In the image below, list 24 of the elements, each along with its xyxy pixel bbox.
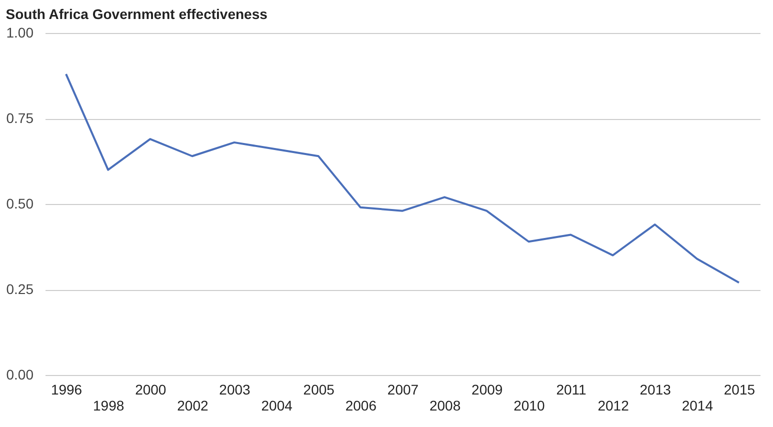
y-tick-label: 0.75 (6, 110, 34, 126)
x-tick-label: 2002 (177, 398, 208, 414)
x-tick-label: 1996 (50, 382, 82, 398)
x-tick-label: 2010 (514, 398, 545, 414)
line-series (65, 73, 740, 284)
y-tick-label: 0.00 (6, 366, 34, 382)
x-tick-label: 2013 (640, 382, 672, 398)
chart-title: South Africa Government effectiveness (6, 6, 268, 22)
x-tick-label: 2009 (472, 382, 503, 398)
x-tick-label: 2000 (135, 382, 166, 398)
x-tick-label: 2011 (556, 382, 586, 398)
x-tick-label: 2004 (261, 398, 293, 414)
x-tick-label: 2006 (345, 398, 377, 414)
x-tick-label: 2005 (303, 382, 335, 398)
x-tick-label: 2012 (598, 398, 630, 414)
x-tick-label: 2014 (682, 398, 714, 414)
x-tick-label: 2015 (724, 382, 756, 398)
y-tick-label: 0.50 (6, 196, 34, 212)
x-tick-label: 2003 (219, 382, 251, 398)
y-tick-label: 0.25 (6, 281, 34, 297)
x-tick-label: 2007 (387, 382, 419, 398)
x-tick-label: 2008 (429, 398, 461, 414)
y-tick-label: 1.00 (6, 24, 34, 40)
x-tick-label: 1998 (93, 398, 124, 414)
